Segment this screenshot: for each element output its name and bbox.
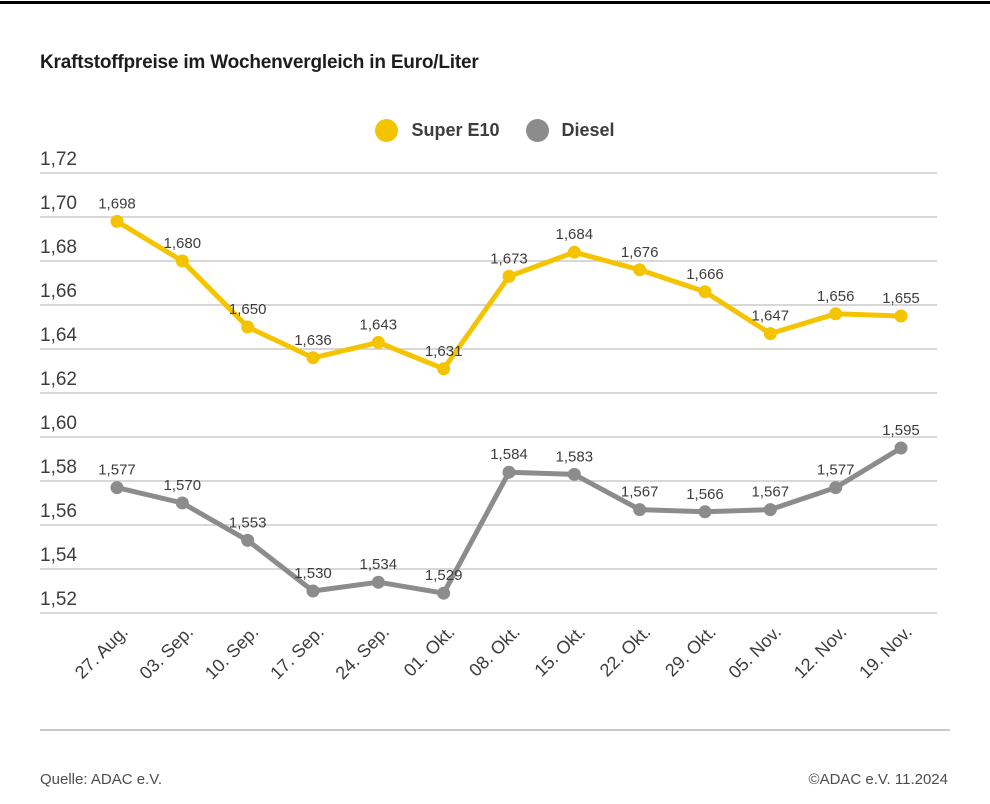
x-tick-label: 24. Sep. <box>332 622 394 684</box>
data-label-super-e10: 1,676 <box>621 244 659 261</box>
data-label-super-e10: 1,655 <box>882 290 920 307</box>
data-point-super-e10 <box>894 309 908 323</box>
data-point-diesel <box>371 575 385 589</box>
data-label-super-e10: 1,698 <box>98 195 136 212</box>
data-point-super-e10 <box>437 362 451 376</box>
data-point-super-e10 <box>763 327 777 341</box>
data-label-diesel: 1,595 <box>882 422 920 439</box>
x-tick-label: 12. Nov. <box>790 622 851 683</box>
legend: Super E10 Diesel <box>0 119 990 142</box>
legend-dot-diesel-icon <box>525 119 549 142</box>
data-label-diesel: 1,577 <box>817 462 855 479</box>
y-tick-label: 1,56 <box>40 501 77 522</box>
data-point-super-e10 <box>567 245 581 259</box>
y-tick-label: 1,66 <box>40 281 77 302</box>
data-label-super-e10: 1,666 <box>686 266 724 283</box>
data-point-super-e10 <box>698 285 712 299</box>
footer-divider <box>40 729 950 731</box>
data-point-super-e10 <box>829 307 843 321</box>
y-tick-label: 1,58 <box>40 457 77 478</box>
legend-item-diesel: Diesel <box>525 119 615 142</box>
data-label-super-e10: 1,650 <box>229 301 267 318</box>
data-point-super-e10 <box>175 254 189 268</box>
data-label-super-e10: 1,673 <box>490 250 528 267</box>
x-tick-label: 01. Okt. <box>400 622 459 681</box>
y-tick-label: 1,62 <box>40 369 77 390</box>
x-tick-label: 08. Okt. <box>465 622 524 681</box>
legend-dot-super-e10-icon <box>375 119 399 142</box>
data-label-super-e10: 1,684 <box>556 226 594 243</box>
data-point-diesel <box>698 505 712 519</box>
data-label-diesel: 1,529 <box>425 567 463 584</box>
data-label-diesel: 1,534 <box>360 556 398 573</box>
x-tick-label: 19. Nov. <box>855 622 916 683</box>
data-label-diesel: 1,570 <box>164 477 202 494</box>
data-point-super-e10 <box>502 269 516 283</box>
y-tick-label: 1,52 <box>40 589 77 610</box>
data-label-diesel: 1,583 <box>556 448 594 465</box>
data-point-diesel <box>437 586 451 600</box>
data-label-super-e10: 1,631 <box>425 343 463 360</box>
y-tick-label: 1,70 <box>40 193 77 214</box>
data-label-super-e10: 1,647 <box>752 308 790 325</box>
data-point-super-e10 <box>633 263 647 277</box>
data-label-diesel: 1,566 <box>686 486 724 503</box>
data-point-diesel <box>829 481 843 495</box>
data-point-diesel <box>633 503 647 517</box>
data-label-diesel: 1,553 <box>229 514 267 531</box>
legend-item-super-e10: Super E10 <box>375 119 500 142</box>
x-tick-label: 05. Nov. <box>725 622 786 683</box>
x-tick-label: 15. Okt. <box>530 622 589 681</box>
data-point-diesel <box>110 481 124 495</box>
data-label-diesel: 1,577 <box>98 462 136 479</box>
data-point-diesel <box>241 533 255 547</box>
data-point-super-e10 <box>306 351 320 365</box>
source-note: Quelle: ADAC e.V. <box>40 771 163 788</box>
y-tick-label: 1,54 <box>40 545 77 566</box>
data-point-super-e10 <box>371 335 385 349</box>
y-tick-label: 1,64 <box>40 325 77 346</box>
data-point-diesel <box>567 467 581 481</box>
data-label-super-e10: 1,680 <box>164 235 202 252</box>
x-tick-label: 29. Okt. <box>661 622 720 681</box>
data-label-diesel: 1,567 <box>752 484 790 501</box>
x-tick-label: 03. Sep. <box>136 622 198 684</box>
data-label-super-e10: 1,643 <box>360 316 398 333</box>
data-label-super-e10: 1,656 <box>817 288 855 305</box>
x-tick-label: 27. Aug. <box>71 622 132 683</box>
data-point-diesel <box>763 503 777 517</box>
data-label-diesel: 1,530 <box>294 565 332 582</box>
data-point-diesel <box>502 465 516 479</box>
x-tick-label: 17. Sep. <box>266 622 328 684</box>
y-tick-label: 1,60 <box>40 413 77 434</box>
x-tick-label: 22. Okt. <box>596 622 655 681</box>
top-border <box>0 1 990 4</box>
data-point-diesel <box>306 584 320 598</box>
data-label-super-e10: 1,636 <box>294 332 332 349</box>
data-point-diesel <box>894 441 908 455</box>
copyright-note: ©ADAC e.V. 11.2024 <box>808 771 948 788</box>
data-label-diesel: 1,567 <box>621 484 659 501</box>
x-tick-label: 10. Sep. <box>201 622 263 684</box>
data-point-super-e10 <box>241 320 255 334</box>
data-point-diesel <box>175 496 189 510</box>
y-tick-label: 1,72 <box>40 149 77 170</box>
y-tick-label: 1,68 <box>40 237 77 258</box>
legend-label-super-e10: Super E10 <box>411 120 500 140</box>
legend-label-diesel: Diesel <box>561 120 615 140</box>
data-label-diesel: 1,584 <box>490 446 528 463</box>
data-point-super-e10 <box>110 214 124 228</box>
chart-title: Kraftstoffpreise im Wochenvergleich in E… <box>40 52 479 73</box>
series-line-super-e10 <box>114 218 904 372</box>
